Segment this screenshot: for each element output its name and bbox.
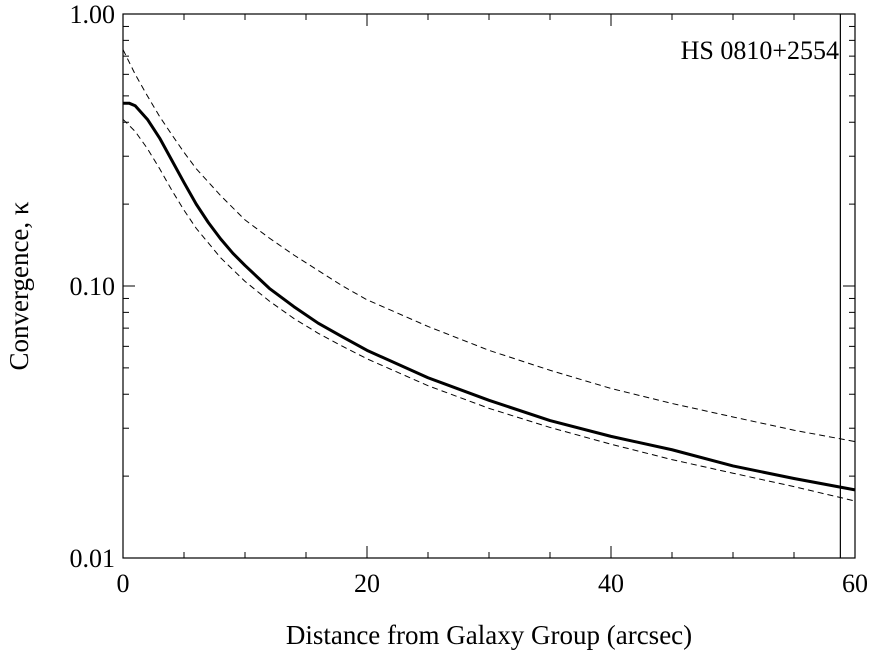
plot-frame bbox=[122, 13, 856, 559]
x-tick-label: 0 bbox=[117, 569, 130, 598]
quasar-label: HS 0810+2554 bbox=[681, 36, 839, 65]
axis-ticks bbox=[122, 13, 856, 559]
dashed-bound-line bbox=[122, 118, 856, 502]
y-tick-label: 1.00 bbox=[70, 0, 116, 29]
y-axis-title: Convergence, κ bbox=[4, 201, 34, 370]
x-tick-label: 60 bbox=[842, 569, 868, 598]
convergence-line bbox=[123, 101, 856, 492]
x-axis-title: Distance from Galaxy Group (arcsec) bbox=[286, 620, 692, 650]
x-tick-label: 20 bbox=[354, 569, 380, 598]
dashed-bound-line bbox=[122, 49, 856, 443]
data-series bbox=[122, 49, 856, 502]
axis-tick-labels: 0 20 40 60 0.01 0.10 1.00 bbox=[70, 0, 869, 598]
y-tick-label: 0.01 bbox=[70, 544, 116, 573]
x-tick-label: 40 bbox=[598, 569, 624, 598]
y-tick-label: 0.10 bbox=[70, 272, 116, 301]
